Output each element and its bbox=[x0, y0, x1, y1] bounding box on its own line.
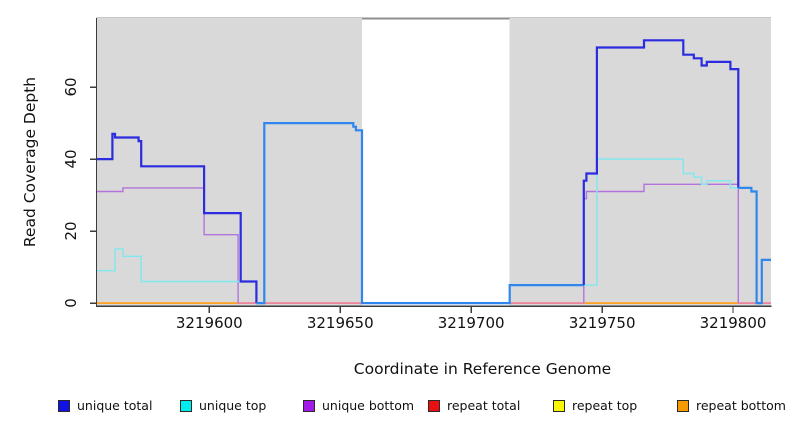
y-tick-label: 0 bbox=[62, 298, 80, 308]
legend-swatch bbox=[553, 400, 565, 412]
x-tick-label: 3219700 bbox=[437, 314, 505, 332]
x-tick-label: 3219600 bbox=[175, 314, 243, 332]
legend-item-unique-bottom: unique bottom bbox=[303, 399, 414, 413]
series-line-unique-total bbox=[96, 132, 258, 304]
y-tick-label: 60 bbox=[62, 77, 80, 97]
legend-label: repeat top bbox=[572, 398, 638, 413]
legend-item-repeat-total: repeat total bbox=[428, 399, 520, 413]
legend-swatch bbox=[303, 400, 315, 412]
legend-label: unique bottom bbox=[322, 398, 415, 413]
series-line-unique-total-overlapping-unique-top bbox=[738, 186, 771, 305]
legend-swatch bbox=[677, 400, 689, 412]
repeat-region-band bbox=[96, 18, 362, 306]
legend-item-repeat-bottom: repeat bottom bbox=[677, 399, 786, 413]
x-tick-label: 3219650 bbox=[306, 314, 374, 332]
legend-label: repeat total bbox=[447, 398, 521, 413]
series-line-unique-total bbox=[582, 39, 740, 286]
repeat-region-band bbox=[509, 18, 771, 306]
y-axis-title: Read Coverage Depth bbox=[21, 76, 39, 248]
legend-label: repeat bottom bbox=[696, 398, 786, 413]
x-axis-title: Coordinate in Reference Genome bbox=[353, 360, 612, 378]
legend-item-repeat-top: repeat top bbox=[553, 399, 637, 413]
y-tick-label: 20 bbox=[62, 221, 80, 241]
x-tick-label: 3219800 bbox=[699, 314, 767, 332]
series-line-unique-total-overlapping-unique-top bbox=[256, 122, 584, 305]
legend-item-unique-top: unique top bbox=[180, 399, 266, 413]
legend-swatch bbox=[180, 400, 192, 412]
x-tick-label: 3219750 bbox=[568, 314, 636, 332]
legend-label: unique top bbox=[199, 398, 267, 413]
legend-swatch bbox=[428, 400, 440, 412]
legend-item-unique-total: unique total bbox=[58, 399, 152, 413]
legend-label: unique total bbox=[77, 398, 153, 413]
legend-swatch bbox=[58, 400, 70, 412]
y-tick-label: 40 bbox=[62, 149, 80, 169]
